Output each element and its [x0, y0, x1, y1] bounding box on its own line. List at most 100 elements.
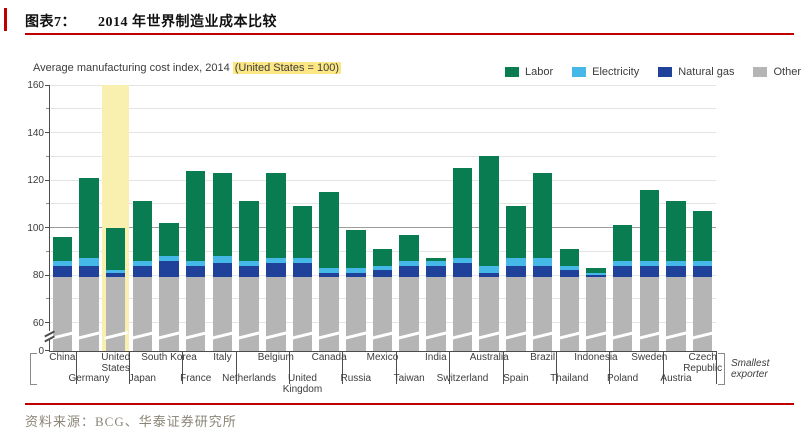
x-separator-tick [235, 350, 237, 384]
bar-segment-electricity [559, 265, 579, 271]
bar-segment-electricity [185, 260, 206, 266]
country-label-india: India [425, 352, 447, 363]
grid-line-110 [49, 203, 716, 205]
bar-segment-labor [532, 172, 553, 259]
legend-label: Electricity [592, 66, 640, 78]
country-label-sweden: Sweden [631, 352, 668, 363]
bar-segment-natural-gas [79, 265, 99, 278]
y-tick-mark-80 [45, 274, 49, 276]
bar-segment-other [479, 277, 499, 351]
grid-line-100 [49, 227, 716, 228]
y-minor-tick-110 [46, 203, 49, 205]
legend-item: Natural gas [658, 66, 734, 78]
country-label-netherlands: Netherlands [222, 373, 277, 384]
bar-segment-natural-gas [692, 265, 713, 278]
legend-label: Labor [525, 66, 554, 78]
bar-segment-electricity [319, 267, 339, 273]
bar-segment-labor [666, 201, 686, 261]
y-tick-label-80: 80 [32, 270, 44, 281]
country-label-indonesia: Indonesia [574, 352, 618, 363]
country-label-canada: Canada [311, 352, 347, 363]
bar-segment-other [346, 277, 366, 351]
bar-segment-labor [105, 227, 126, 271]
axis-bracket-left [30, 353, 37, 385]
y-minor-tick-90 [46, 250, 49, 252]
bar-segment-electricity [586, 272, 606, 275]
country-label-japan: Japan [128, 373, 156, 384]
country-label-poland: Poland [607, 373, 639, 384]
bar-segment-labor [266, 172, 286, 259]
y-minor-tick-150 [46, 108, 49, 110]
subtitle-text: Average manufacturing cost index, 2014 [33, 62, 230, 74]
bar-segment-natural-gas [426, 265, 446, 278]
x-separator-tick [662, 350, 664, 384]
country-label-taiwan: Taiwan [393, 373, 425, 384]
y-tick-label-160: 160 [27, 80, 44, 91]
country-label-thailand: Thailand [550, 373, 589, 384]
bar-segment-natural-gas [239, 265, 259, 278]
bar-segment-other [52, 277, 73, 351]
grid-line-130 [49, 155, 716, 157]
y-minor-tick-70 [46, 298, 49, 300]
bar-segment-labor [212, 172, 233, 256]
bar-segment-electricity [159, 256, 179, 261]
chart-caption: 图表7： 2014 年世界制造业成本比较 [25, 11, 277, 31]
bar-segment-natural-gas [666, 265, 686, 278]
legend-swatch-other [753, 67, 768, 77]
bar-segment-other [319, 277, 339, 351]
country-label-switzerland: Switzerland [436, 373, 489, 384]
bar-segment-other [639, 277, 660, 351]
bar-segment-natural-gas [586, 275, 606, 278]
x-separator-tick [395, 350, 397, 384]
chart-subtitle: Average manufacturing cost index, 2014 (… [33, 62, 342, 74]
bar-segment-electricity [372, 265, 393, 271]
bar-segment-other [105, 277, 126, 351]
country-label-italy: Italy [213, 352, 232, 363]
bar-segment-electricity [239, 260, 259, 266]
bar-segment-natural-gas [266, 263, 286, 278]
bar-segment-natural-gas [185, 265, 206, 278]
bar-segment-electricity [639, 260, 660, 266]
axis-bracket-right [718, 353, 725, 385]
legend-swatch-labor [505, 67, 519, 77]
bar-segment-other [399, 277, 419, 351]
x-axis [49, 350, 716, 352]
bar-segment-electricity [212, 256, 233, 264]
country-label-czech-republic: Czech Republic [683, 352, 723, 374]
legend-label: Natural gas [678, 66, 735, 78]
bar-segment-electricity [452, 258, 473, 264]
bar-segment-natural-gas [452, 263, 473, 278]
bar-segment-natural-gas [105, 272, 126, 278]
bar-segment-labor [586, 267, 606, 273]
legend-swatch-natural-gas [658, 67, 673, 77]
bar-segment-other [185, 277, 206, 351]
legend-item: Electricity [572, 66, 639, 78]
bar-segment-other [666, 277, 686, 351]
y-tick-mark-60 [45, 322, 49, 323]
country-label-austria: Austria [660, 373, 692, 384]
legend-item: Other [753, 66, 801, 78]
bar-segment-other [239, 277, 259, 351]
bar-segment-labor [372, 248, 393, 266]
bar-segment-electricity [399, 260, 419, 266]
bar-segment-natural-gas [532, 265, 553, 278]
bar-segment-labor [559, 248, 579, 266]
y-tick-mark-0 [45, 350, 49, 351]
legend-item: Labor [505, 66, 553, 78]
caption-title: 2014 年世界制造业成本比较 [98, 15, 277, 30]
y-tick-mark-120 [45, 179, 49, 181]
bar-segment-other [372, 277, 393, 351]
bar-segment-electricity [479, 265, 499, 273]
country-label-germany: Germany [68, 373, 110, 384]
grid-line-120 [49, 179, 716, 181]
bar-segment-natural-gas [346, 272, 366, 278]
bar-segment-labor [79, 177, 99, 259]
y-tick-label-140: 140 [27, 127, 44, 139]
bar-segment-natural-gas [292, 263, 313, 278]
bar-segment-other [692, 277, 713, 351]
bar-segment-labor [292, 206, 313, 259]
left-red-tick [4, 8, 7, 31]
bar-segment-electricity [292, 258, 313, 264]
bar-segment-electricity [532, 258, 553, 266]
